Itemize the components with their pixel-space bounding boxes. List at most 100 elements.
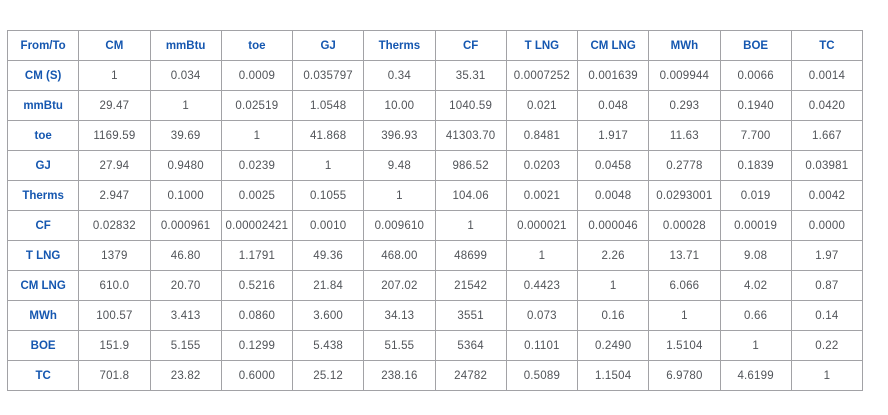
table-cell: 3.600 — [291, 300, 365, 331]
table-cell: 0.00019 — [719, 210, 792, 241]
table-cell: 4.02 — [719, 270, 792, 301]
table-cell: 100.57 — [78, 300, 151, 331]
table-cell: 0.02832 — [78, 210, 151, 241]
table-cell: 41.868 — [291, 120, 365, 151]
table-cell: 48699 — [434, 240, 507, 271]
table-cell: 0.009610 — [363, 210, 436, 241]
table-cell: 0.0000 — [790, 210, 864, 241]
table-cell: 6.066 — [648, 270, 721, 301]
table-cell: 701.8 — [78, 360, 151, 391]
column-header: T LNG — [505, 30, 579, 61]
table-cell: 468.00 — [363, 240, 436, 271]
table-cell: 1.667 — [790, 120, 864, 151]
column-header: MWh — [648, 30, 721, 61]
table-cell: 986.52 — [434, 150, 507, 181]
table-cell: 1169.59 — [78, 120, 151, 151]
table-cell: 207.02 — [363, 270, 436, 301]
table-row: toe 1169.59 39.69 1 41.868 396.93 41303.70 0.84… — [6, 120, 864, 151]
table-cell: 396.93 — [363, 120, 436, 151]
column-header: Therms — [363, 30, 436, 61]
table-cell: 0.048 — [576, 90, 650, 121]
table-cell: 0.0014 — [790, 60, 864, 91]
table-cell: 2.947 — [78, 180, 151, 211]
table-cell: 41303.70 — [434, 120, 507, 151]
table-row: Therms 2.947 0.1000 0.0025 0.1055 1 104.06 0.00… — [6, 180, 864, 211]
table-cell: 21542 — [434, 270, 507, 301]
table-cell: 0.035797 — [291, 60, 365, 91]
row-header: Therms — [6, 180, 80, 211]
table-cell: 3.413 — [149, 300, 222, 331]
table-cell: 1 — [576, 270, 650, 301]
table-cell: 49.36 — [291, 240, 365, 271]
table-cell: 0.66 — [719, 300, 792, 331]
table-cell: 0.000021 — [505, 210, 579, 241]
table-cell: 1.1504 — [576, 360, 650, 391]
row-header: GJ — [6, 150, 80, 181]
table-cell: 1 — [648, 300, 721, 331]
column-header: GJ — [291, 30, 365, 61]
table-cell: 0.0458 — [576, 150, 650, 181]
table-cell: 0.0239 — [220, 150, 294, 181]
table-cell: 46.80 — [149, 240, 222, 271]
table-cell: 0.02519 — [220, 90, 294, 121]
corner-header: From/To — [6, 30, 80, 61]
table-cell: 0.0203 — [505, 150, 579, 181]
unit-conversion-table-wrap: From/To CM mmBtu toe GJ Therms CF T LNG CM LNG MW… — [6, 30, 864, 391]
table-cell: 0.00002421 — [220, 210, 294, 241]
table-cell: 0.0010 — [291, 210, 365, 241]
table-cell: 6.9780 — [648, 360, 721, 391]
table-cell: 0.019 — [719, 180, 792, 211]
table-cell: 1.0548 — [291, 90, 365, 121]
row-header: MWh — [6, 300, 80, 331]
column-header: CM LNG — [576, 30, 650, 61]
table-cell: 9.08 — [719, 240, 792, 271]
column-header: mmBtu — [149, 30, 222, 61]
column-header: TC — [790, 30, 864, 61]
table-cell: 0.0048 — [576, 180, 650, 211]
table-cell: 104.06 — [434, 180, 507, 211]
table-cell: 5364 — [434, 330, 507, 361]
row-header: T LNG — [6, 240, 80, 271]
table-cell: 10.00 — [363, 90, 436, 121]
column-header: CM — [78, 30, 151, 61]
table-cell: 21.84 — [291, 270, 365, 301]
column-header: BOE — [719, 30, 792, 61]
table-cell: 23.82 — [149, 360, 222, 391]
table-cell: 0.0009 — [220, 60, 294, 91]
table-cell: 1379 — [78, 240, 151, 271]
table-cell: 3551 — [434, 300, 507, 331]
table-cell: 29.47 — [78, 90, 151, 121]
table-cell: 0.0042 — [790, 180, 864, 211]
row-header: toe — [6, 120, 80, 151]
table-cell: 0.0025 — [220, 180, 294, 211]
table-cell: 1 — [78, 60, 151, 91]
table-cell: 1 — [505, 240, 579, 271]
table-cell: 0.1101 — [505, 330, 579, 361]
table-cell: 51.55 — [363, 330, 436, 361]
table-cell: 24782 — [434, 360, 507, 391]
unit-conversion-table: From/To CM mmBtu toe GJ Therms CF T LNG CM LNG MW… — [6, 30, 864, 391]
table-row: MWh 100.57 3.413 0.0860 3.600 34.13 3551 0.073 0… — [6, 300, 864, 331]
table-cell: 0.1055 — [291, 180, 365, 211]
table-row: T LNG 1379 46.80 1.1791 49.36 468.00 48699 1 2.2… — [6, 240, 864, 271]
table-cell: 0.073 — [505, 300, 579, 331]
table-cell: 0.293 — [648, 90, 721, 121]
table-cell: 0.009944 — [648, 60, 721, 91]
table-row: CM (S) 1 0.034 0.0009 0.035797 0.34 35.31 0.000… — [6, 60, 864, 91]
table-cell: 0.00028 — [648, 210, 721, 241]
table-cell: 0.0007252 — [505, 60, 579, 91]
table-cell: 1.1791 — [220, 240, 294, 271]
table-cell: 0.1299 — [220, 330, 294, 361]
row-header: CM LNG — [6, 270, 80, 301]
table-cell: 0.87 — [790, 270, 864, 301]
table-cell: 0.5089 — [505, 360, 579, 391]
table-row: TC 701.8 23.82 0.6000 25.12 238.16 24782 0.5089… — [6, 360, 864, 391]
table-header: From/To CM mmBtu toe GJ Therms CF T LNG CM LNG MW… — [6, 30, 864, 61]
table-cell: 39.69 — [149, 120, 222, 151]
table-cell: 0.0293001 — [648, 180, 721, 211]
table-cell: 0.034 — [149, 60, 222, 91]
table-cell: 151.9 — [78, 330, 151, 361]
table-cell: 1.917 — [576, 120, 650, 151]
table-cell: 0.14 — [790, 300, 864, 331]
